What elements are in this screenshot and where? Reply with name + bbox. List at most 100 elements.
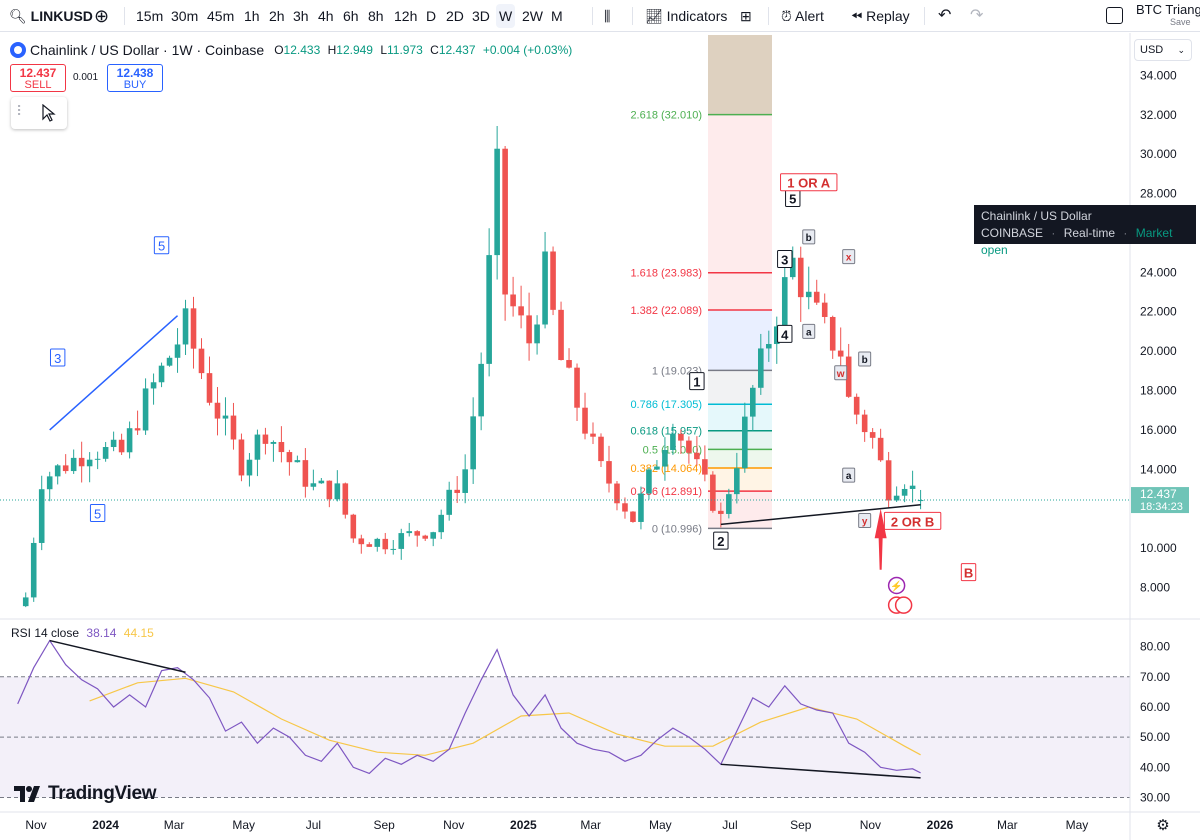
candle-body: [694, 452, 700, 460]
chart-type-button[interactable]: ⫼: [604, 0, 610, 32]
wave-label: 1: [693, 375, 700, 390]
save-label[interactable]: Save: [1170, 17, 1191, 27]
spread-value: 0.001: [73, 72, 99, 83]
candle-body: [142, 388, 149, 431]
candle-body: [502, 148, 508, 295]
fib-zone: [708, 404, 772, 431]
sell-button[interactable]: 12.437 SELL: [10, 64, 66, 92]
timeframe-3h[interactable]: 3h: [293, 8, 309, 24]
tooltip-feed: Real-time: [1063, 226, 1116, 240]
candle-body: [302, 460, 309, 487]
compare-symbol-button[interactable]: ⊕: [94, 0, 109, 32]
grid-icon: ⊞: [740, 8, 752, 24]
candle-body: [390, 548, 397, 550]
chart-canvas[interactable]: 0 (10.996)0.236 (12.891)0.382 (14.064)0.…: [0, 33, 1200, 840]
timeframe-2h[interactable]: 2h: [269, 8, 285, 24]
timeframe-W[interactable]: W: [496, 4, 516, 28]
top-toolbar: 🔍︎ LINKUSD ⊕ 15m 30m 45m 1h 2h 3h 4h 6h 8h 12h D 2D…: [0, 0, 1200, 32]
timeframe-4h[interactable]: 4h: [318, 8, 334, 24]
candle-body: [230, 415, 237, 440]
candle-body: [358, 538, 365, 545]
timeframe-45m[interactable]: 45m: [207, 8, 235, 24]
timeframe-2W[interactable]: 2W: [522, 8, 543, 24]
candle-body: [598, 436, 604, 462]
wave-label-box: [89, 504, 106, 523]
wave-label: w: [836, 369, 845, 380]
red-arrow-icon: [874, 508, 887, 570]
tradingview-logo[interactable]: TradingView: [14, 783, 157, 805]
change-value: +0.004 (+0.03%): [482, 43, 573, 57]
rsi-tick-label: 60.00: [1140, 700, 1170, 714]
timeframe-30m[interactable]: 30m: [171, 8, 199, 24]
price-tick-label: 32.000: [1140, 108, 1177, 122]
brand-label: TradingView: [48, 783, 157, 804]
time-tick-label: May: [1066, 818, 1089, 832]
drag-handle-icon[interactable]: ⠇: [16, 103, 27, 119]
candle-body: [254, 434, 261, 460]
wave-label-box: [802, 229, 816, 245]
candle-body: [542, 251, 548, 325]
candle-body: [158, 365, 165, 383]
candle-body: [758, 348, 764, 388]
timeframe-D[interactable]: D: [426, 8, 437, 24]
plus-circle-icon: ⊕: [94, 6, 110, 26]
settings-gear-icon: ⚙: [1156, 817, 1169, 834]
rsi-divergence-line: [720, 763, 921, 779]
timeframe-1h[interactable]: 1h: [244, 8, 260, 24]
rsi-pane: [0, 639, 1130, 799]
timeframe-6h[interactable]: 6h: [343, 8, 359, 24]
indicators-icon: 📈︎: [645, 8, 663, 24]
wave-label: a: [806, 327, 812, 338]
layout-name[interactable]: BTC Triangl: [1136, 2, 1200, 17]
candle-body: [829, 316, 836, 351]
open-value: 12.433: [283, 43, 321, 57]
candle-body: [206, 373, 213, 403]
timeframe-15m[interactable]: 15m: [136, 8, 164, 24]
symbol-tooltip: Chainlink / US Dollar COINBASE · Real-ti…: [974, 205, 1196, 257]
timeframe-8h[interactable]: 8h: [368, 8, 384, 24]
chevron-down-icon: ⌄: [1177, 45, 1185, 55]
toolbar-divider: [124, 7, 125, 25]
cursor-icon[interactable]: [42, 104, 56, 122]
undo-button[interactable]: ↶: [938, 0, 951, 32]
candle-body: [86, 459, 93, 467]
wave-label: 5: [158, 239, 165, 254]
candle-body: [382, 538, 389, 550]
timeframe-2D[interactable]: 2D: [446, 8, 464, 24]
layout-checkbox[interactable]: [1106, 7, 1123, 24]
tooltip-name: Chainlink / US Dollar: [981, 209, 1092, 223]
symbol-name: LINKUSD: [30, 8, 93, 24]
candle-body: [646, 469, 652, 494]
candle-body: [813, 291, 820, 303]
candle-body: [446, 489, 452, 515]
timeframe-3D[interactable]: 3D: [472, 8, 490, 24]
alert-button[interactable]: ⏰︎ Alert: [781, 0, 824, 32]
candle-body: [534, 324, 540, 344]
candle-body: [462, 469, 468, 493]
candle-body: [638, 493, 644, 522]
time-tick-label: May: [649, 818, 672, 832]
search-icon: 🔍︎: [9, 8, 27, 24]
time-tick-label: Nov: [25, 818, 46, 832]
timeframe-M[interactable]: M: [551, 8, 563, 24]
indicators-button[interactable]: 📈︎ Indicators: [645, 0, 727, 32]
event-flash-icon: [887, 576, 906, 595]
templates-button[interactable]: ⊞: [740, 0, 752, 32]
fib-level-label: 0.618 (15.957): [630, 426, 702, 438]
currency-selector[interactable]: USD ⌄: [1134, 39, 1192, 61]
candle-body: [518, 306, 524, 316]
fib-zone: [708, 114, 772, 273]
candle-body: [470, 416, 476, 470]
buy-button[interactable]: 12.438 BUY: [107, 64, 163, 92]
candle-body: [126, 428, 133, 453]
replay-button[interactable]: ⏪︎ Replay: [851, 0, 910, 32]
candle-body: [294, 460, 301, 463]
redo-button[interactable]: ↷: [970, 0, 983, 32]
timeframe-12h[interactable]: 12h: [394, 8, 418, 24]
time-tick-label: Mar: [164, 818, 185, 832]
wave-label-box: [777, 250, 793, 269]
fib-zone: [708, 430, 772, 450]
symbol-search[interactable]: 🔍︎ LINKUSD: [9, 0, 93, 32]
candle-body: [438, 514, 444, 533]
drawings: ⚡: [0, 315, 1130, 614]
